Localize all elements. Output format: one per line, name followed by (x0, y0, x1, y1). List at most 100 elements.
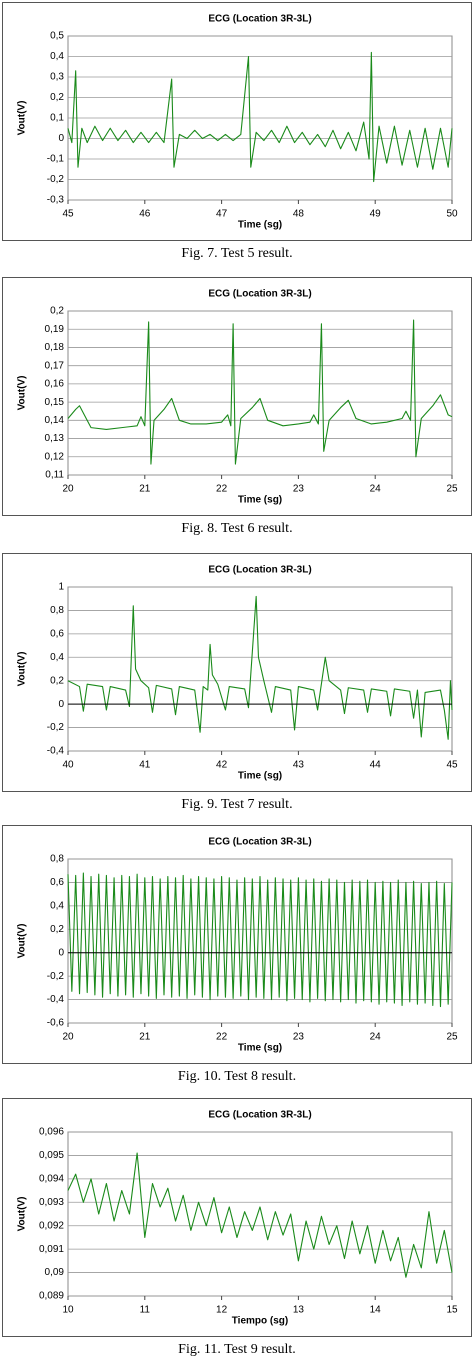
y-tick-label: 0,6 (50, 628, 64, 639)
x-tick-label: 21 (139, 1032, 151, 1043)
x-tick-label: 40 (62, 760, 74, 771)
x-tick-label: 12 (216, 1305, 228, 1316)
ecg-trace (67, 1152, 453, 1278)
chart-title: ECG (Location 3R-3L) (208, 289, 311, 300)
y-tick-label: -0,4 (47, 994, 65, 1005)
y-tick-label: -0,3 (47, 195, 65, 206)
ecg-trace (67, 595, 453, 740)
y-tick-label: -0,1 (47, 154, 65, 165)
x-tick-label: 14 (370, 1305, 382, 1316)
x-tick-label: 43 (293, 760, 305, 771)
y-tick-label: 1 (58, 582, 64, 593)
y-tick-label: 0,8 (50, 854, 64, 865)
x-tick-label: 10 (62, 1305, 74, 1316)
y-tick-label: 0,096 (39, 1127, 64, 1138)
y-tick-label: 0,18 (45, 342, 65, 353)
x-axis-title: Tiempo (sg) (232, 1316, 288, 1327)
x-axis-title: Time (sg) (238, 1043, 282, 1054)
y-tick-label: 0,12 (45, 451, 65, 462)
x-tick-label: 25 (446, 1032, 458, 1043)
x-tick-label: 11 (140, 1305, 151, 1316)
x-tick-label: 47 (216, 209, 228, 220)
chart-title: ECG (Location 3R-3L) (208, 837, 311, 848)
figure-caption: Fig. 9. Test 7 result. (181, 797, 292, 812)
x-tick-label: 21 (139, 484, 151, 495)
y-tick-label: 0 (58, 699, 64, 710)
y-tick-label: 0,17 (45, 360, 65, 371)
chart-title: ECG (Location 3R-3L) (208, 1110, 311, 1121)
x-axis-title: Time (sg) (238, 220, 282, 231)
y-axis-title: Vout(V) (17, 652, 28, 687)
x-axis-title: Time (sg) (238, 771, 282, 782)
figure-caption: Fig. 7. Test 5 result. (181, 246, 292, 261)
x-tick-label: 24 (370, 484, 382, 495)
y-tick-label: 0,091 (39, 1244, 64, 1255)
y-tick-label: 0,09 (45, 1267, 65, 1278)
y-tick-label: 0,095 (39, 1150, 64, 1161)
x-tick-label: 22 (216, 1032, 228, 1043)
ecg-trace (67, 872, 453, 1008)
x-tick-label: 44 (370, 760, 382, 771)
x-tick-label: 24 (370, 1032, 382, 1043)
y-tick-label: -0,6 (47, 1018, 65, 1029)
plot-area (67, 586, 453, 752)
x-axis-title: Time (sg) (238, 495, 282, 506)
x-tick-label: 23 (293, 484, 305, 495)
y-tick-label: 0,14 (45, 415, 65, 426)
y-tick-label: 0 (58, 947, 64, 958)
x-tick-label: 20 (62, 484, 74, 495)
y-tick-label: 0,11 (45, 470, 64, 481)
y-tick-label: 0,16 (45, 379, 65, 390)
x-tick-label: 48 (293, 209, 305, 220)
figure-caption: Fig. 11. Test 9 result. (178, 1342, 296, 1357)
y-tick-label: -0,2 (47, 722, 65, 733)
y-axis-title: Vout(V) (17, 376, 28, 411)
y-tick-label: 0,5 (50, 31, 64, 42)
y-tick-label: 0,2 (50, 92, 64, 103)
y-tick-label: 0,2 (50, 306, 64, 317)
y-tick-label: 0,092 (39, 1220, 64, 1231)
chart-title: ECG (Location 3R-3L) (208, 565, 311, 576)
y-tick-label: -0,2 (47, 971, 65, 982)
y-tick-label: 0,093 (39, 1197, 64, 1208)
x-tick-label: 20 (62, 1032, 74, 1043)
y-tick-label: 0,19 (45, 324, 65, 335)
figure-caption: Fig. 8. Test 6 result. (181, 521, 292, 536)
y-tick-label: 0,1 (50, 113, 64, 124)
y-tick-label: 0,094 (39, 1173, 64, 1184)
y-axis-title: Vout(V) (17, 1197, 28, 1232)
y-tick-label: 0,4 (50, 51, 64, 62)
x-tick-label: 15 (446, 1305, 458, 1316)
y-tick-label: 0,3 (50, 72, 64, 83)
x-tick-label: 13 (293, 1305, 305, 1316)
x-tick-label: 25 (446, 484, 458, 495)
y-axis-title: Vout(V) (17, 101, 28, 136)
y-tick-label: 0,8 (50, 605, 64, 616)
ecg-trace (67, 319, 453, 465)
y-tick-label: 0,13 (45, 433, 65, 444)
x-tick-label: 45 (62, 209, 74, 220)
x-tick-label: 22 (216, 484, 228, 495)
y-tick-label: 0 (58, 133, 64, 144)
plot-area (67, 310, 453, 476)
y-tick-label: 0,2 (50, 924, 64, 935)
x-tick-label: 41 (139, 760, 151, 771)
y-tick-label: 0,6 (50, 877, 64, 888)
plot-area (67, 1131, 453, 1297)
ecg-trace (67, 51, 453, 183)
y-tick-label: -0,2 (47, 174, 65, 185)
x-tick-label: 49 (370, 209, 382, 220)
chart-title: ECG (Location 3R-3L) (208, 14, 311, 25)
x-tick-label: 45 (446, 760, 458, 771)
x-tick-label: 23 (293, 1032, 305, 1043)
x-tick-label: 42 (216, 760, 228, 771)
y-tick-label: 0,4 (50, 652, 64, 663)
y-tick-label: -0,4 (47, 746, 65, 757)
x-tick-label: 50 (446, 209, 458, 220)
figure-caption: Fig. 10. Test 8 result. (178, 1069, 296, 1084)
x-tick-label: 46 (139, 209, 151, 220)
y-tick-label: 0,089 (39, 1291, 64, 1302)
y-tick-label: 0,2 (50, 675, 64, 686)
